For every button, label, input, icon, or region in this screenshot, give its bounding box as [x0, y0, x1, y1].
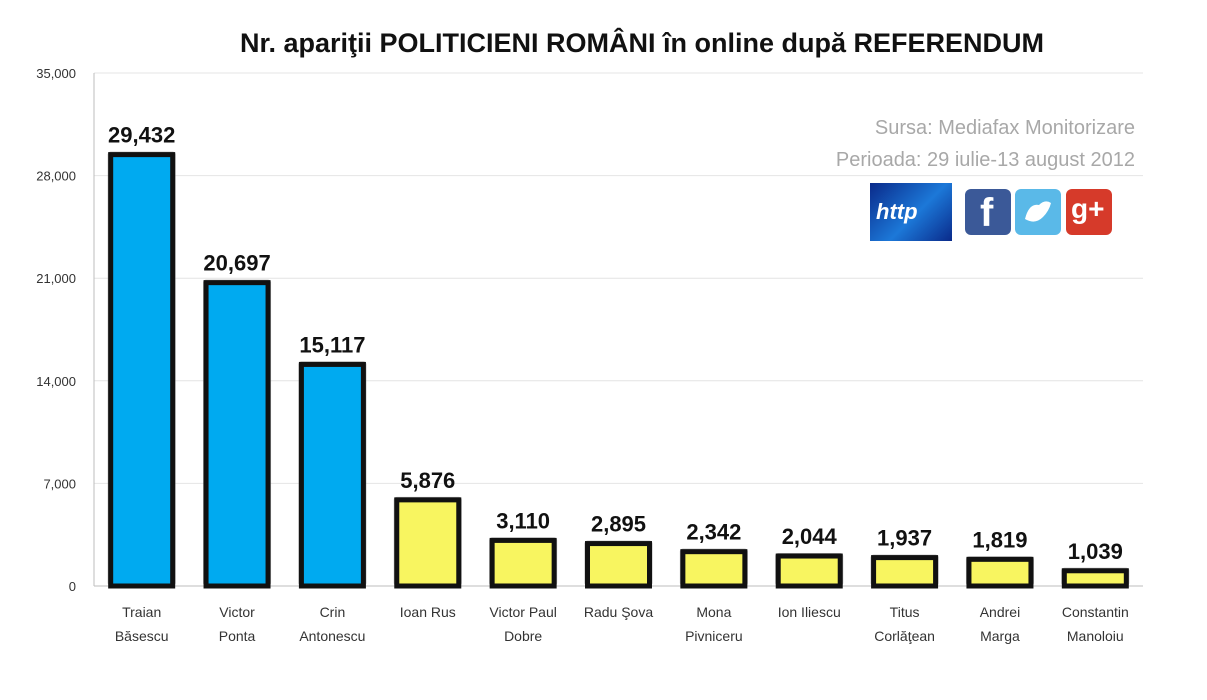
- value-label: 15,117: [299, 332, 365, 357]
- value-label: 1,819: [972, 527, 1027, 552]
- x-axis-labels: Traian Băsescu Victor Ponta Crin Antonescu Ioa…: [115, 604, 1129, 644]
- bar: [489, 537, 557, 589]
- twitter-bird-shape: [1025, 201, 1051, 222]
- facebook-glyph: f: [980, 191, 994, 235]
- facebook-icon[interactable]: f: [965, 189, 1011, 235]
- value-label: 5,876: [400, 468, 455, 493]
- category-label: Constantin: [1062, 604, 1129, 620]
- category-label: Titus: [890, 604, 920, 620]
- value-label: 1,937: [877, 526, 932, 551]
- googleplus-icon[interactable]: g+: [1066, 189, 1112, 235]
- bars: [107, 151, 1130, 589]
- chart-title: Nr. apariţii POLITICIENI ROMÂNI în onlin…: [240, 28, 1045, 58]
- y-tick-label: 28,000: [36, 169, 76, 184]
- bar: [108, 152, 176, 589]
- y-axis: 35,000 28,000 21,000 14,000 7,000 0: [36, 66, 95, 594]
- value-label: 2,044: [782, 524, 838, 549]
- value-label: 1,039: [1068, 539, 1123, 564]
- category-label: Radu Şova: [584, 604, 653, 620]
- bar: [1061, 568, 1129, 589]
- y-tick-label: 21,000: [36, 271, 76, 286]
- bar: [585, 541, 652, 589]
- category-label: Corlăţean: [874, 628, 935, 644]
- bar: [871, 555, 939, 589]
- value-label: 3,110: [496, 508, 550, 533]
- category-label: Pivniceru: [685, 628, 743, 644]
- value-label: 20,697: [203, 251, 270, 276]
- category-label: Marga: [980, 628, 1020, 644]
- value-label: 29,432: [108, 123, 175, 148]
- category-label: Crin: [320, 604, 346, 620]
- category-label: Andrei: [980, 604, 1020, 620]
- bar: [775, 553, 843, 589]
- category-label: Ioan Rus: [400, 604, 456, 620]
- category-label: Ponta: [219, 628, 256, 644]
- value-label: 2,342: [686, 520, 741, 545]
- y-tick-label: 0: [69, 579, 76, 594]
- y-tick-label: 35,000: [36, 66, 76, 81]
- bar: [298, 361, 366, 589]
- y-tick-label: 7,000: [43, 476, 76, 491]
- googleplus-glyph: g+: [1071, 193, 1105, 224]
- bar: [680, 549, 748, 589]
- category-label: Victor Paul: [489, 604, 556, 620]
- source-line: Sursa: Mediafax Monitorizare: [874, 117, 1135, 139]
- category-label: Mona: [696, 604, 731, 620]
- category-label: Traian: [122, 604, 161, 620]
- category-label: Băsescu: [115, 628, 169, 644]
- http-logo-text: http: [876, 199, 918, 224]
- period-line: Perioada: 29 iulie-13 august 2012: [835, 149, 1135, 171]
- category-label: Manoloiu: [1067, 628, 1124, 644]
- category-label: Antonescu: [299, 628, 365, 644]
- value-label: 2,895: [591, 512, 646, 537]
- bar: [203, 280, 271, 589]
- http-logo-icon[interactable]: http: [870, 183, 952, 241]
- bar: [966, 556, 1034, 589]
- source-note: Sursa: Mediafax Monitorizare Perioada: 2…: [836, 112, 1135, 176]
- category-label: Dobre: [504, 628, 542, 644]
- category-label: Ion Iliescu: [778, 604, 841, 620]
- bar: [394, 497, 462, 589]
- value-labels: 29,432 20,697 15,117 5,876 3,110 2,895 2,342 2,…: [108, 123, 1123, 564]
- y-tick-label: 14,000: [36, 374, 76, 389]
- twitter-icon[interactable]: [1015, 189, 1061, 235]
- category-label: Victor: [219, 604, 255, 620]
